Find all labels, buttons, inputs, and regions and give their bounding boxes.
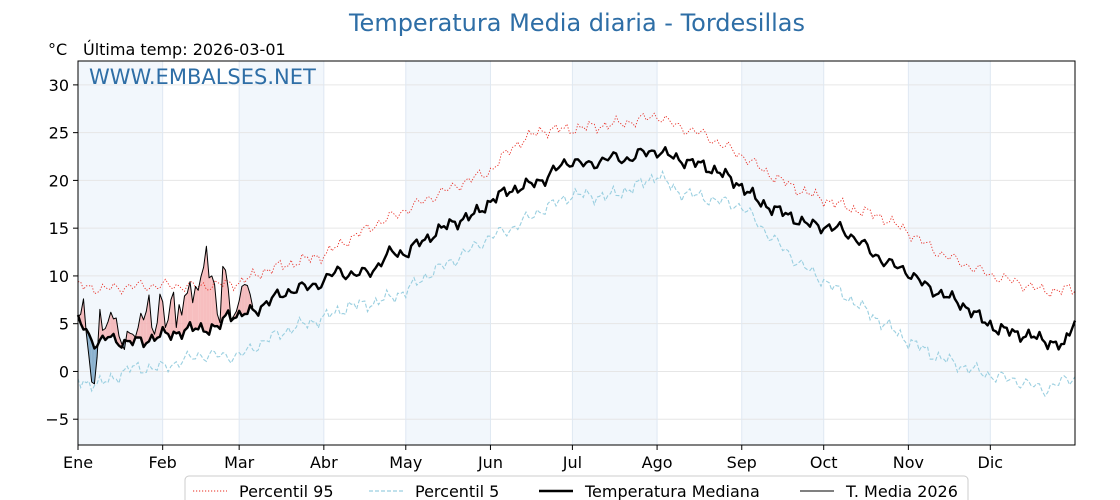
warm-anomaly-fill bbox=[244, 284, 248, 314]
unit-label: °C bbox=[48, 40, 67, 59]
month-band-jul bbox=[572, 61, 658, 445]
legend-label: T. Media 2026 bbox=[845, 482, 958, 500]
cold-anomaly-fill bbox=[88, 333, 92, 382]
warm-anomaly-fill bbox=[105, 321, 108, 340]
month-band-may bbox=[405, 61, 491, 445]
x-tick-label: Nov bbox=[893, 453, 924, 472]
y-tick-label: 10 bbox=[49, 267, 69, 286]
x-tick-label: Sep bbox=[727, 453, 757, 472]
warm-anomaly-fill bbox=[225, 270, 229, 316]
month-band-nov bbox=[908, 61, 991, 445]
legend-label: Percentil 95 bbox=[239, 482, 334, 500]
y-tick-label: 0 bbox=[59, 362, 69, 381]
y-tick-label: −5 bbox=[45, 410, 69, 429]
y-axis: −5 0 5 10 15 20 25 30 bbox=[45, 76, 78, 429]
x-tick-label: Oct bbox=[810, 453, 838, 472]
warm-anomaly-fill bbox=[170, 292, 174, 340]
last-temp-label: Última temp: 2026-03-01 bbox=[83, 40, 286, 59]
series-line-temperatura-mediana bbox=[76, 146, 1077, 351]
warm-anomaly-fill bbox=[187, 281, 190, 328]
warm-anomaly-fill bbox=[195, 286, 199, 330]
watermark: WWW.EMBALSES.NET bbox=[89, 65, 316, 89]
x-axis: Ene Feb Mar Abr May Jun Jul Ago Sep Oct Nov Dic bbox=[63, 445, 1003, 472]
warm-anomaly-fill bbox=[222, 266, 226, 319]
warm-anomaly-fill bbox=[181, 296, 185, 339]
x-tick-label: Mar bbox=[224, 453, 255, 472]
series-lines bbox=[76, 112, 1077, 398]
plot-frame bbox=[77, 60, 1076, 446]
warm-anomaly-fill bbox=[198, 276, 201, 330]
warm-anomaly-fill bbox=[206, 246, 210, 335]
y-tick-label: 25 bbox=[49, 124, 69, 143]
y-tick-label: 30 bbox=[49, 76, 69, 95]
x-tick-label: Jul bbox=[562, 453, 582, 472]
cold-anomaly-fill bbox=[91, 340, 95, 384]
month-band-mar bbox=[239, 61, 324, 445]
warm-anomaly-fill bbox=[165, 319, 169, 334]
y-tick-label: 5 bbox=[59, 315, 69, 334]
warm-anomaly-fill bbox=[113, 318, 117, 343]
legend: Percentil 95 Percentil 5 Temperatura Media… bbox=[184, 475, 969, 500]
series-line-t-media-2026 bbox=[77, 245, 254, 385]
legend-label: Percentil 5 bbox=[415, 482, 499, 500]
y-tick-label: 15 bbox=[49, 219, 69, 238]
x-tick-label: Dic bbox=[978, 453, 1004, 472]
warm-anomaly-fill bbox=[184, 293, 188, 331]
warm-anomaly-fill bbox=[190, 281, 193, 331]
x-tick-label: Ene bbox=[63, 453, 93, 472]
month-band-ene bbox=[78, 61, 163, 445]
warm-anomaly-fill bbox=[168, 299, 171, 340]
x-tick-label: Jun bbox=[477, 453, 503, 472]
warm-anomaly-fill bbox=[143, 311, 147, 347]
x-tick-label: Feb bbox=[149, 453, 177, 472]
warm-anomaly-fill bbox=[127, 331, 130, 342]
x-tick-label: Ago bbox=[642, 453, 673, 472]
warm-anomaly-fill bbox=[203, 246, 207, 332]
legend-box bbox=[184, 475, 969, 500]
warm-anomaly-fill bbox=[108, 312, 111, 338]
y-tick-label: 20 bbox=[49, 171, 69, 190]
warm-anomaly-fill bbox=[241, 284, 245, 317]
series-line-percentil-5 bbox=[77, 169, 1076, 398]
x-tick-label: Abr bbox=[310, 453, 338, 472]
legend-label: Temperatura Mediana bbox=[584, 482, 760, 500]
warm-anomaly-fill bbox=[159, 294, 163, 337]
month-band-sep bbox=[741, 61, 824, 445]
warm-anomaly-fill bbox=[211, 275, 215, 327]
warm-anomaly-fill bbox=[192, 286, 196, 331]
warm-anomaly-fill bbox=[146, 295, 149, 344]
warm-anomaly-fill bbox=[239, 286, 242, 317]
chart-title: Temperatura Media diaria - Tordesillas bbox=[348, 9, 805, 37]
warm-anomaly-fill bbox=[209, 275, 212, 335]
series-line-percentil-95 bbox=[77, 112, 1076, 298]
month-bands bbox=[78, 61, 991, 445]
x-tick-label: May bbox=[389, 453, 422, 472]
